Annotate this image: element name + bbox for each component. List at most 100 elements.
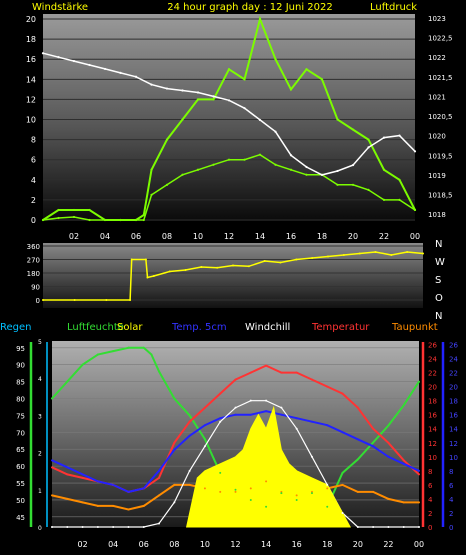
temp5-tick-label: 2 bbox=[449, 510, 453, 518]
temperatur-point bbox=[356, 406, 359, 409]
temp5-point bbox=[112, 483, 115, 486]
panel1-y-tick-label: 16 bbox=[26, 55, 36, 64]
temperatur-point bbox=[280, 371, 283, 374]
temperatur-point bbox=[188, 420, 191, 423]
wind-point bbox=[142, 218, 145, 222]
direction-point bbox=[422, 252, 424, 255]
temp5-point bbox=[234, 413, 237, 416]
feuchte-tick-label: 60 bbox=[16, 463, 25, 471]
temperatur-tick-label: 4 bbox=[428, 496, 433, 504]
panel1-x-ticks: 02 04 06 08 10 12 14 16 18 20 22 00 bbox=[69, 232, 420, 241]
taupunkt-point bbox=[265, 480, 268, 483]
direction-point bbox=[390, 254, 393, 256]
taupunkt-point bbox=[81, 501, 84, 504]
temperatur-point bbox=[234, 378, 237, 381]
taupunkt-point bbox=[387, 497, 390, 500]
taupunkt-point bbox=[203, 487, 206, 490]
temp5-point bbox=[142, 487, 145, 490]
taupunkt-point bbox=[173, 483, 176, 486]
taupunkt-point bbox=[127, 508, 130, 511]
taupunkt-point bbox=[326, 487, 329, 490]
pressure-point bbox=[41, 52, 45, 55]
direction-point bbox=[42, 299, 44, 301]
temp5-tick-label: 20 bbox=[449, 384, 458, 392]
temperatur-point bbox=[402, 459, 405, 462]
temp5-tick-label: 6 bbox=[449, 482, 454, 490]
panel3-x-tick-label: 06 bbox=[139, 540, 149, 549]
wind-point bbox=[227, 158, 231, 161]
regen-tick-label: 1 bbox=[38, 488, 42, 495]
panel3-x-tick-label: 00 bbox=[414, 540, 424, 549]
direction-point bbox=[168, 270, 171, 273]
panel1-x-tick-label: 12 bbox=[224, 232, 234, 241]
direction-point bbox=[73, 299, 76, 301]
pressure-point bbox=[243, 107, 246, 110]
direction-point bbox=[279, 261, 282, 264]
temp5-point bbox=[81, 473, 84, 476]
feuchte-point bbox=[112, 350, 115, 353]
windchill-point bbox=[203, 445, 206, 448]
direction-point bbox=[232, 264, 234, 267]
wind-point bbox=[382, 198, 386, 202]
pressure-point bbox=[212, 95, 215, 98]
feuchte-point bbox=[51, 397, 53, 400]
temperatur-point bbox=[51, 466, 53, 469]
temp5-tick-label: 24 bbox=[449, 356, 458, 364]
pressure-point bbox=[165, 87, 169, 90]
windchill-point bbox=[234, 406, 237, 409]
direction-point bbox=[129, 299, 132, 301]
temperatur-point bbox=[326, 385, 329, 388]
feuchte-point bbox=[66, 380, 69, 383]
temp5-point bbox=[295, 417, 298, 420]
regen-tick-label: 4 bbox=[38, 376, 42, 383]
feuchte-point bbox=[81, 363, 84, 366]
gust-point bbox=[336, 118, 339, 121]
wind-point bbox=[413, 208, 417, 212]
temperatur-point bbox=[66, 473, 69, 476]
gust-point bbox=[305, 68, 308, 71]
legend-taupunkt: Taupunkt bbox=[391, 322, 438, 333]
pressure-point bbox=[274, 130, 277, 133]
taupunkt-point bbox=[219, 490, 222, 493]
panel1-y2-tick-label: 1019,5 bbox=[428, 152, 453, 160]
wind-point bbox=[398, 198, 401, 202]
panel1-x-tick-label: 02 bbox=[69, 232, 79, 241]
windchill-point bbox=[96, 526, 99, 528]
panel1-frame bbox=[43, 14, 415, 221]
feuchte-point bbox=[326, 505, 329, 508]
gust-point bbox=[57, 208, 60, 212]
panel1-y-tick-label: 14 bbox=[26, 75, 36, 84]
temp5-point bbox=[280, 413, 283, 416]
temperatur-tick-label: 12 bbox=[428, 440, 437, 448]
feuchte-point bbox=[249, 498, 252, 501]
temperatur-tick-label: 24 bbox=[428, 356, 437, 364]
legend-windchill: Windchill bbox=[245, 322, 290, 333]
wind-point bbox=[351, 183, 355, 186]
panel1-y-tick-label: 4 bbox=[31, 176, 36, 185]
feuchte-point bbox=[234, 488, 237, 491]
temp5-tick-label: 22 bbox=[449, 370, 458, 378]
legend-feuchte: Luftfeuchte bbox=[67, 322, 124, 333]
temperatur-tick-label: 20 bbox=[428, 384, 437, 392]
temperatur-tick-label: 18 bbox=[428, 398, 437, 406]
temp5-point bbox=[372, 445, 375, 448]
panel3-axes: 4550556065707580859095012345024681012141… bbox=[16, 339, 458, 532]
gust-point bbox=[367, 138, 370, 141]
temperatur-tick-label: 0 bbox=[428, 524, 432, 532]
panel3-x-tick-label: 14 bbox=[261, 540, 271, 549]
taupunkt-point bbox=[295, 494, 298, 497]
temp5-point bbox=[356, 438, 359, 441]
feuchte-point bbox=[387, 424, 390, 427]
panel3-x-tick-label: 20 bbox=[353, 540, 363, 549]
temperatur-point bbox=[81, 476, 84, 479]
taupunkt-point bbox=[96, 504, 99, 507]
feuchte-tick-label: 45 bbox=[16, 514, 25, 522]
direction-point bbox=[144, 258, 147, 261]
taupunkt-point bbox=[66, 497, 69, 500]
wind-line bbox=[42, 153, 416, 221]
pressure-point bbox=[196, 91, 200, 94]
panel1-y-tick-label: 12 bbox=[26, 95, 36, 104]
